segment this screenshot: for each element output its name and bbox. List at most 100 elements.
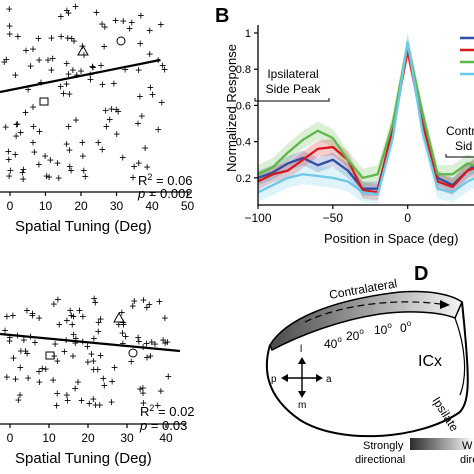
- scatter-point-a: +: [97, 59, 104, 73]
- scatter-point-c: +: [69, 349, 76, 363]
- scatter-point-c: +: [122, 329, 129, 343]
- scatter-point-c: +: [135, 331, 142, 345]
- scatter-point-c: +: [144, 351, 151, 365]
- scatter-point-c: +: [96, 398, 103, 412]
- scatter-point-c: +: [20, 333, 27, 347]
- scatter-point-c: +: [139, 381, 146, 395]
- scatter-point-a: +: [95, 135, 102, 149]
- fit-line-a: [0, 58, 161, 94]
- scatter-point-a: +: [146, 23, 153, 37]
- icx-label: ICx: [418, 353, 442, 370]
- scatter-point-c: +: [67, 303, 74, 317]
- x-axis-label-a: Spatial Tuning (Deg): [15, 218, 152, 235]
- scatter-point-a: +: [113, 102, 120, 116]
- scatter-point-c: +: [91, 292, 98, 306]
- scatter-point-a: +: [70, 34, 77, 48]
- scatter-point-c: +: [161, 311, 168, 325]
- scatter-point-a: +: [159, 58, 166, 72]
- scatter-point-c: +: [135, 335, 142, 349]
- compass-label-p: p: [271, 374, 277, 385]
- scatter-point-c: +: [63, 388, 70, 402]
- scatter-point-a: +: [29, 136, 36, 150]
- scatter-point-c: +: [17, 361, 24, 375]
- scatter-point-a: +: [49, 52, 56, 66]
- scatter-point-a: +: [47, 153, 54, 167]
- circle-marker-c: [128, 348, 138, 358]
- scatter-point-a: +: [66, 159, 73, 173]
- scatter-point-a: +: [138, 109, 145, 123]
- scatter-point-c: +: [147, 349, 154, 363]
- scatter-point-c: +: [52, 337, 59, 351]
- scatter-point-c: +: [143, 300, 150, 314]
- x-ticks-a: 0 10 20 30 40 50: [7, 192, 195, 213]
- scatter-point-a: +: [157, 17, 164, 31]
- scatter-point-a: +: [102, 103, 109, 117]
- scatter-point-a: +: [64, 31, 71, 45]
- scatter-point-a: +: [57, 79, 64, 93]
- scatter-point-c: +: [94, 363, 101, 377]
- scatter-point-c: +: [17, 344, 24, 358]
- scatter-point-a: +: [129, 170, 136, 184]
- scatter-point-a: +: [42, 149, 49, 163]
- scatter-point-c: +: [42, 362, 49, 376]
- scatter-point-c: +: [36, 311, 43, 325]
- angle-label: 0o: [400, 319, 412, 335]
- scatter-point-c: +: [64, 394, 71, 408]
- scatter-point-a: +: [58, 29, 65, 43]
- scatter-point-c: +: [75, 375, 82, 389]
- scatter-point-c: +: [156, 294, 163, 308]
- scatter-point-a: +: [48, 31, 55, 45]
- scatter-point-a: +: [155, 123, 162, 137]
- x-ticks-b: −100−50050: [244, 205, 411, 225]
- scatter-point-c: +: [76, 303, 83, 317]
- legend-strongly: Strongly: [363, 440, 404, 452]
- directionality-legend-bar: [410, 438, 474, 450]
- scatter-point-c: +: [154, 399, 161, 413]
- scatter-point-a: +: [22, 43, 29, 57]
- scatter-point-a: +: [65, 67, 72, 81]
- scatter-point-c: +: [70, 309, 77, 323]
- scatter-point-c: +: [9, 309, 16, 323]
- angle-labels: 40o 20o 10o 0o: [324, 319, 412, 351]
- scatter-point-a: +: [137, 9, 144, 23]
- gradient-arrow-path: [304, 301, 441, 323]
- scatter-point-a: +: [48, 63, 55, 77]
- scatter-point-c: +: [84, 340, 91, 354]
- scatter-point-c: +: [36, 375, 43, 389]
- scatter-point-a: +: [5, 144, 12, 158]
- scatter-point-a: +: [126, 21, 133, 35]
- scatter-point-a: +: [66, 143, 73, 157]
- scatter-point-c: +: [54, 386, 61, 400]
- scatter-point-c: +: [72, 381, 79, 395]
- scatter-point-c: +: [25, 371, 32, 385]
- scatter-point-c: +: [90, 362, 97, 376]
- scatter-point-a: +: [27, 59, 34, 73]
- x-tick-a-label: 50: [181, 199, 195, 213]
- scatter-point-c: +: [97, 312, 104, 326]
- scatter-point-a: +: [128, 16, 135, 30]
- scatter-point-c: +: [131, 294, 138, 308]
- scatter-point-a: +: [101, 20, 108, 34]
- scatter-point-a: +: [146, 47, 153, 61]
- ipsilateral-bracket: [254, 98, 330, 102]
- contra-bracket: [445, 154, 474, 158]
- scatter-point-a: +: [106, 112, 113, 126]
- panel-b-letter: B: [215, 5, 229, 27]
- scatter-point-a: +: [31, 145, 38, 159]
- scatter-point-a: +: [2, 120, 9, 134]
- angle-label: 20o: [346, 327, 364, 343]
- scatter-point-c: +: [23, 304, 30, 318]
- scatter-point-a: +: [12, 68, 19, 82]
- scatter-point-a: +: [6, 19, 13, 33]
- scatter-point-a: +: [17, 125, 24, 139]
- scatter-point-a: +: [82, 169, 89, 183]
- scatter-point-c: +: [68, 308, 75, 322]
- scatter-point-a: +: [131, 160, 138, 174]
- scatter-point-a: +: [142, 141, 149, 155]
- scatter-point-a: +: [35, 158, 42, 172]
- scatter-point-a: +: [36, 53, 43, 67]
- scatter-point-a: +: [65, 120, 72, 134]
- scatter-c-points: ++++ ++++++++++++++++++++++ ++++++ + +++++++…: [2, 292, 172, 413]
- scatter-point-a: +: [63, 137, 70, 151]
- scatter-point-a: +: [35, 32, 42, 46]
